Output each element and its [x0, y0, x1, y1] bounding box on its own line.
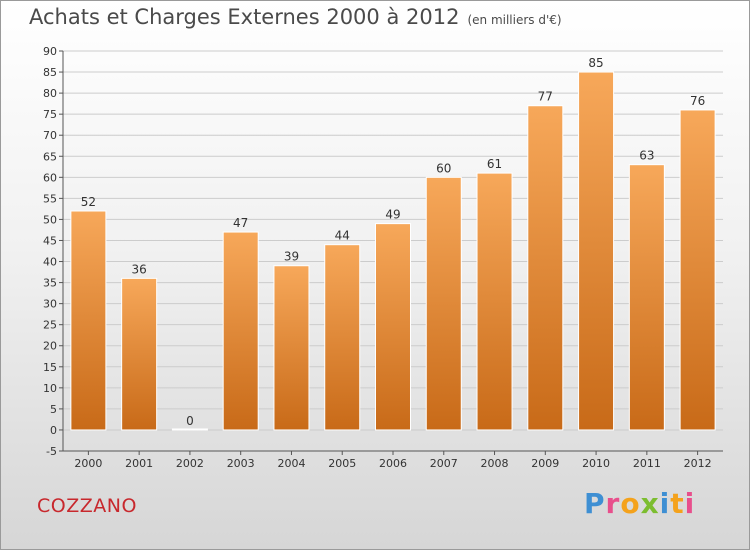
x-tick-label-2006: 2006: [379, 457, 407, 470]
value-label-2006: 49: [385, 208, 400, 222]
bar-2006: [375, 223, 411, 431]
value-label-2009: 77: [538, 90, 553, 104]
y-tick-label: 30: [43, 298, 57, 311]
chart-title-text: Achats et Charges Externes 2000 à 2012: [29, 5, 460, 29]
x-tick-label-2002: 2002: [176, 457, 204, 470]
y-tick-label: 75: [43, 108, 57, 121]
x-tick-label-2000: 2000: [74, 457, 102, 470]
value-label-2010: 85: [588, 56, 603, 70]
y-tick-label: 60: [43, 171, 57, 184]
axes: [59, 50, 723, 455]
y-tick-label: 40: [43, 256, 57, 269]
x-tick-label-2012: 2012: [684, 457, 712, 470]
bar-2002: [171, 428, 208, 431]
y-tick-label: 55: [43, 192, 57, 205]
x-tick-label-2003: 2003: [227, 457, 255, 470]
x-tick-label-2001: 2001: [125, 457, 153, 470]
y-tick-label: 65: [43, 150, 57, 163]
x-tick-label-2008: 2008: [481, 457, 509, 470]
value-label-2004: 39: [284, 250, 299, 264]
y-tick-label: 85: [43, 66, 57, 79]
y-tick-label: 80: [43, 87, 57, 100]
value-label-2003: 47: [233, 216, 248, 230]
y-tick-label: 45: [43, 234, 57, 247]
bar-2000: [70, 210, 107, 431]
chart-title: Achats et Charges Externes 2000 à 2012 (e…: [29, 5, 562, 29]
y-tick-label: 0: [50, 424, 57, 437]
town-name: COZZANO: [37, 495, 137, 517]
x-tick-label-2007: 2007: [430, 457, 458, 470]
value-label-2008: 61: [487, 157, 502, 171]
bar-2008: [476, 172, 513, 431]
value-label-2011: 63: [639, 149, 654, 163]
value-label-2001: 36: [132, 262, 147, 276]
y-tick-label: 50: [43, 213, 57, 226]
y-tick-label: 90: [43, 45, 57, 58]
y-tick-label: 70: [43, 129, 57, 142]
y-tick-label: 15: [43, 361, 57, 374]
bar-2004: [273, 265, 310, 431]
value-label-2012: 76: [690, 94, 705, 108]
bar-2010: [578, 71, 615, 431]
value-label-2000: 52: [81, 195, 96, 209]
y-tick-label: -5: [46, 445, 57, 458]
bar-2009: [527, 105, 564, 431]
x-tick-label-2011: 2011: [633, 457, 661, 470]
value-label-2005: 44: [335, 229, 350, 243]
value-label-2007: 60: [436, 161, 451, 175]
y-tick-label: 10: [43, 382, 57, 395]
value-label-2002: 0: [186, 414, 194, 428]
x-tick-label-2005: 2005: [328, 457, 356, 470]
bar-2005: [324, 244, 361, 431]
labels: -5 0 5 10 15 20 25 30 35 40 45 50 55 60 65 70 75 80 85 90 52…: [43, 45, 712, 470]
bar-2012: [679, 109, 716, 431]
y-tick-label: 35: [43, 277, 57, 290]
chart-unit: (en milliers d'€): [467, 13, 562, 27]
bars: [70, 71, 716, 431]
bar-2001: [121, 277, 158, 431]
bar-2003: [222, 231, 259, 431]
x-tick-label-2004: 2004: [277, 457, 305, 470]
bar-2007: [425, 176, 462, 431]
x-tick-label-2010: 2010: [582, 457, 610, 470]
x-tick-label-2009: 2009: [531, 457, 559, 470]
y-tick-label: 5: [50, 403, 57, 416]
y-tick-label: 25: [43, 319, 57, 332]
proxiti-logo: Proxiti: [584, 487, 696, 520]
y-tick-label: 20: [43, 340, 57, 353]
bar-2011: [628, 164, 665, 431]
